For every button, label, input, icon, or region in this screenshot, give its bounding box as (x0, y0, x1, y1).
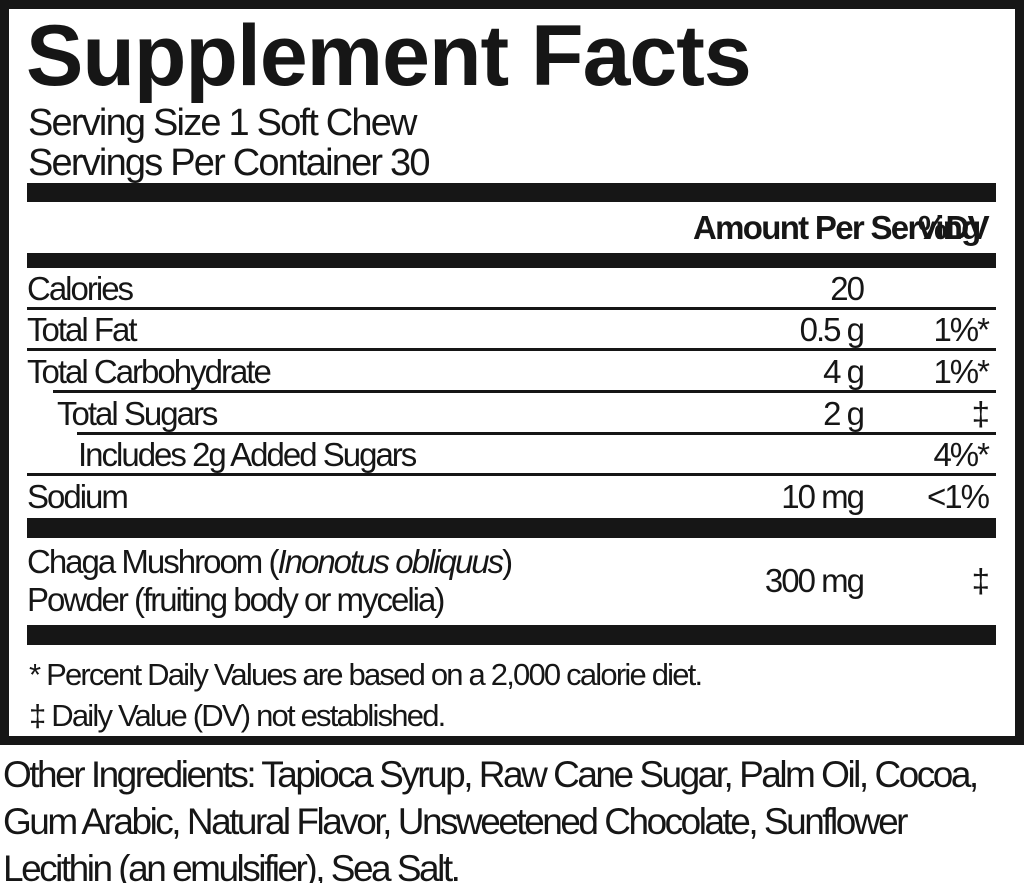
dv-value: ‡ (971, 562, 990, 600)
amount-value: 10 mg (781, 478, 865, 516)
ingredient-name-line2: Powder (fruiting body or mycelia) (27, 581, 445, 619)
other-ingredients-line: Gum Arabic, Natural Flavor, Unsweetened … (3, 801, 908, 842)
separator-bar-header (27, 253, 996, 268)
amount-value: 300 mg (764, 562, 865, 600)
row-divider (77, 431, 996, 435)
row-divider (53, 389, 996, 393)
ingredient-name-suffix: ) (502, 543, 513, 581)
nutrient-row-total-sugars: Total Sugars 2 g ‡ (9, 393, 1015, 435)
row-divider (27, 306, 996, 310)
nutrient-row-added-sugars: Includes 2g Added Sugars 4%* (9, 435, 1015, 477)
supplement-facts-panel: Supplement Facts Serving Size 1 Soft Che… (0, 0, 1024, 745)
row-divider (27, 348, 996, 352)
separator-bar-bottom (27, 624, 996, 645)
dv-value: 4%* (933, 436, 990, 474)
nutrient-row-total-fat: Total Fat 0.5 g 1%* (9, 310, 1015, 352)
serving-size: Serving Size 1 Soft Chew (28, 102, 417, 144)
ingredient-name: Chaga Mushroom (Inonotus obliquus) Powde… (27, 543, 693, 619)
dv-value: 1%* (933, 353, 990, 391)
nutrient-row-calories: Calories 20 (9, 268, 1015, 310)
separator-bar-mid (27, 517, 996, 538)
other-ingredients-line: Other Ingredients: Tapioca Syrup, Raw Ca… (3, 754, 979, 795)
footnote-percent-dv: * Percent Daily Values are based on a 2,… (29, 656, 703, 692)
amount-value: 0.5 g (799, 311, 865, 349)
nutrient-label: Total Carbohydrate (27, 353, 272, 391)
nutrient-label: Sodium (27, 478, 129, 516)
amount-value: 2 g (823, 394, 865, 432)
dv-value: <1% (927, 478, 990, 516)
nutrient-label: Total Sugars (57, 394, 218, 432)
column-header-row: Amount Per Serving %DV (9, 202, 1015, 253)
nutrient-row-sodium: Sodium 10 mg <1% (9, 476, 1015, 518)
amount-value: 4 g (823, 353, 865, 391)
nutrient-row-total-carbohydrate: Total Carbohydrate 4 g 1%* (9, 351, 1015, 393)
dv-value: 1%* (933, 311, 990, 349)
nutrient-label: Calories (27, 269, 134, 307)
footnotes: * Percent Daily Values are based on a 2,… (9, 645, 1015, 736)
servings-per-container: Servings Per Container 30 (28, 142, 430, 184)
row-divider (27, 473, 996, 477)
ingredient-name-line1: Chaga Mushroom (Inonotus obliquus) (27, 543, 693, 581)
nutrient-label: Includes 2g Added Sugars (78, 436, 417, 474)
footnote-dv-not-established: ‡ Daily Value (DV) not established. (29, 697, 446, 733)
other-ingredients: Other Ingredients: Tapioca Syrup, Raw Ca… (3, 751, 1024, 883)
amount-value: 20 (830, 269, 865, 307)
ingredient-row-chaga-mushroom: Chaga Mushroom (Inonotus obliquus) Powde… (9, 538, 1015, 625)
ingredient-scientific-name: Inonotus obliquus (277, 543, 504, 581)
amount-per-serving-header: Amount Per Serving (693, 208, 981, 246)
other-ingredients-line: Lecithin (an emulsifier), Sea Salt. (3, 848, 461, 883)
ingredient-name-prefix: Chaga Mushroom ( (27, 543, 279, 581)
dv-value: ‡ (971, 394, 990, 432)
nutrient-label: Total Fat (27, 311, 138, 349)
percent-dv-header: %DV (917, 208, 990, 246)
panel-title: Supplement Facts (26, 8, 752, 104)
separator-bar-top (27, 183, 996, 202)
